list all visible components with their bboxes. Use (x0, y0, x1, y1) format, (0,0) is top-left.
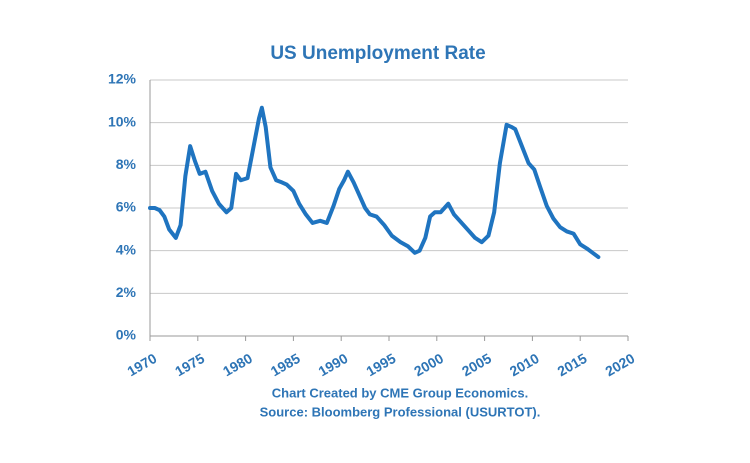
x-tick-label: 1970 (124, 350, 159, 380)
x-tick-label: 1985 (268, 350, 303, 380)
y-tick-label: 10% (108, 113, 137, 129)
y-tick-label: 4% (116, 241, 137, 257)
annotation: Source: Bloomberg Professional (USURTOT)… (260, 404, 541, 419)
y-tick-label: 6% (116, 199, 137, 215)
line-series (148, 105, 601, 260)
y-tick-label: 12% (108, 71, 137, 87)
y-tick-label: 2% (116, 284, 137, 300)
chart-title: US Unemployment Rate (270, 43, 485, 64)
x-tick-label: 1995 (363, 350, 398, 380)
annotation: Chart Created by CME Group Economics. (272, 385, 528, 400)
x-tick-label: 2000 (411, 350, 446, 380)
y-tick-label: 8% (116, 156, 137, 172)
x-tick-label: 2015 (555, 350, 590, 380)
x-tick-label: 1980 (220, 350, 255, 380)
x-tick-label: 1990 (316, 350, 351, 380)
x-tick-label: 2020 (602, 350, 637, 380)
x-tick-label: 1975 (172, 350, 207, 380)
x-tick-label: 2010 (507, 350, 542, 380)
x-tick-label: 2005 (459, 350, 494, 380)
y-tick-label: 0% (116, 327, 137, 343)
